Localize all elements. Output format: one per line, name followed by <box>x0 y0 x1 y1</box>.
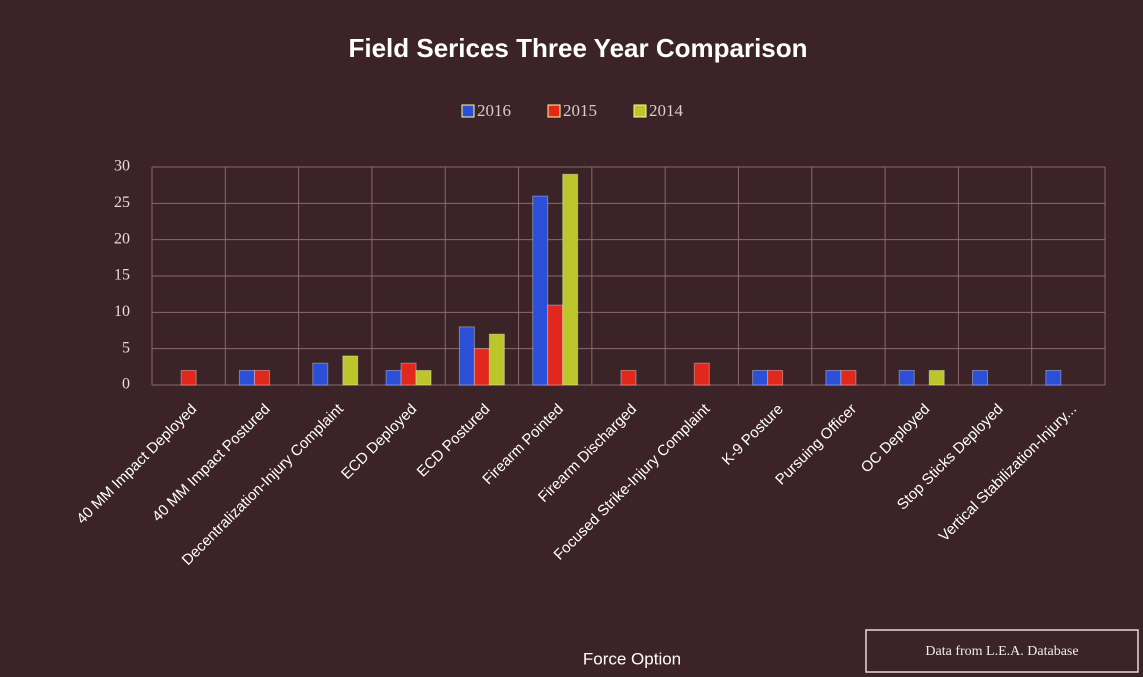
bar <box>415 369 432 386</box>
legend-label: 2015 <box>563 101 597 120</box>
bar <box>620 369 637 386</box>
annotation: Data from L.E.A. Database <box>925 644 1078 659</box>
bar <box>693 362 710 386</box>
bar <box>238 369 255 386</box>
bar <box>532 195 549 386</box>
y-tick-label: 20 <box>114 230 130 247</box>
legend-label: 2014 <box>649 101 684 120</box>
bar <box>752 369 769 386</box>
y-tick-label: 10 <box>114 303 130 320</box>
bar <box>400 362 417 386</box>
y-tick-label: 0 <box>122 376 130 393</box>
x-axis-title: Force Option <box>583 649 681 668</box>
chart-title: Field Serices Three Year Comparison <box>348 33 807 63</box>
legend-swatch <box>633 104 647 118</box>
bar <box>840 369 857 386</box>
bar <box>898 369 915 386</box>
bar <box>180 369 197 386</box>
y-tick-label: 30 <box>114 158 130 175</box>
bar <box>312 362 329 386</box>
bar <box>972 369 989 386</box>
bar <box>825 369 842 386</box>
bar <box>385 369 402 386</box>
legend-swatch <box>547 104 561 118</box>
bar <box>1045 369 1062 386</box>
bar <box>547 304 564 386</box>
annotation-box <box>865 629 1139 673</box>
legend-swatch <box>461 104 475 118</box>
y-tick-label: 15 <box>114 267 130 284</box>
bar <box>458 326 475 386</box>
y-tick-label: 25 <box>114 194 130 211</box>
bar <box>473 348 490 386</box>
y-tick-label: 5 <box>122 339 130 356</box>
bar <box>767 369 784 386</box>
bar <box>253 369 270 386</box>
bar <box>342 355 359 386</box>
bar <box>488 333 505 386</box>
bar <box>928 369 945 386</box>
legend-label: 2016 <box>477 101 511 120</box>
bar <box>562 173 579 386</box>
